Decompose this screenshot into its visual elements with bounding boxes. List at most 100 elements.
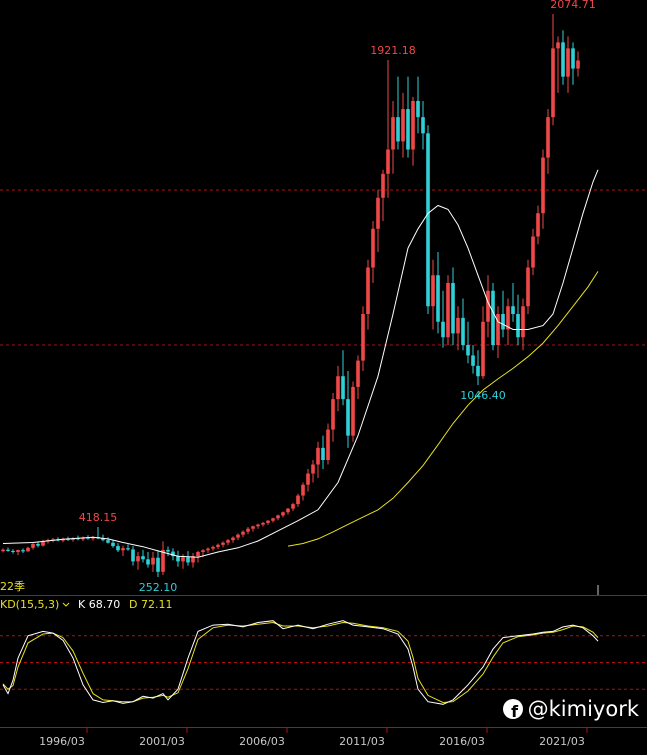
candle-body: [511, 306, 515, 314]
candle-body: [16, 550, 20, 552]
candle-body: [556, 42, 560, 49]
kd-label: KD(15,5,3): [0, 598, 59, 611]
candle-body: [381, 173, 385, 198]
candle-body: [391, 117, 395, 150]
candle-body: [171, 551, 175, 557]
candle-body: [371, 228, 375, 268]
candle-body: [466, 345, 470, 356]
candle-body: [176, 556, 180, 562]
candle-body: [576, 60, 580, 69]
candle-body: [291, 504, 295, 509]
candle-body: [501, 314, 505, 330]
candle-body: [101, 538, 105, 541]
candle-body: [281, 512, 285, 516]
candle-body: [86, 537, 90, 539]
candle-body: [401, 109, 405, 142]
candle-body: [296, 495, 300, 505]
candle-body: [196, 552, 200, 557]
candle-body: [136, 556, 140, 562]
candle-body: [516, 314, 520, 338]
candle-body: [366, 267, 370, 314]
candle-body: [221, 542, 225, 545]
candle-body: [276, 515, 280, 519]
candle-body: [526, 267, 530, 307]
candle-body: [491, 290, 495, 345]
candle-body: [231, 537, 235, 541]
candle-body: [41, 541, 45, 546]
candle-body: [496, 314, 500, 345]
candle-body: [141, 556, 145, 560]
kd-d-line: [2, 621, 599, 704]
candle-body: [431, 275, 435, 307]
x-tick-label: 1996/03: [39, 735, 85, 748]
candle-body: [436, 275, 440, 322]
watermark: f @kimiyork: [502, 697, 639, 721]
candle-body: [571, 48, 575, 69]
watermark-text: @kimiyork: [527, 697, 639, 721]
candle-body: [51, 539, 55, 541]
candle-body: [261, 522, 265, 525]
candle-body: [271, 518, 275, 521]
candle-body: [201, 550, 205, 552]
candle-body: [131, 549, 135, 562]
candle-body: [126, 548, 130, 550]
candle-body: [91, 536, 95, 539]
candle-body: [21, 550, 25, 552]
x-tick-label: 2021/03: [539, 735, 585, 748]
candle-body: [411, 100, 415, 150]
candle-body: [36, 543, 40, 546]
candle-body: [356, 360, 360, 387]
kd-k-line: [2, 620, 599, 705]
candle-body: [191, 556, 195, 563]
candle-body: [536, 213, 540, 237]
candle-body: [311, 464, 315, 474]
kd-d-value: D 72.11: [129, 598, 172, 611]
candle-body: [241, 531, 245, 535]
facebook-icon: f: [502, 699, 523, 719]
candle-body: [316, 447, 320, 465]
candle-body: [521, 306, 525, 338]
candle-body: [396, 117, 400, 142]
annotation-low-2: 1046.40: [460, 389, 506, 402]
candle-body: [426, 133, 430, 307]
candle-body: [111, 542, 115, 547]
candle-body: [346, 399, 350, 436]
candle-body: [336, 376, 340, 400]
candle-body: [246, 528, 250, 532]
candle-body: [386, 149, 390, 174]
candle-body: [441, 321, 445, 338]
candle-body: [451, 283, 455, 334]
x-tick-label: 2006/03: [239, 735, 285, 748]
candle-body: [236, 534, 240, 538]
candle-body: [76, 538, 80, 540]
annotation-low-1: 252.10: [139, 581, 178, 594]
candle-body: [11, 550, 15, 552]
candle-body: [116, 546, 120, 551]
candle-body: [566, 48, 570, 77]
candle-body: [166, 549, 170, 552]
x-tick-label: 2016/03: [439, 735, 485, 748]
candle-body: [106, 540, 110, 543]
candle-body: [481, 321, 485, 377]
candle-body: [341, 376, 345, 400]
candle-body: [121, 548, 125, 551]
period-label: 22季: [0, 580, 25, 593]
candle-body: [486, 290, 490, 322]
candle-body: [326, 429, 330, 460]
candle-body: [186, 557, 190, 563]
kd-dropdown-chevron-icon: [62, 602, 70, 607]
candle-body: [226, 540, 230, 543]
candle-body: [351, 386, 355, 436]
candle-body: [331, 399, 335, 430]
candle-body: [546, 117, 550, 158]
candle-body: [156, 557, 160, 572]
candle-body: [206, 548, 210, 551]
candle-body: [251, 526, 255, 529]
candle-body: [301, 484, 305, 496]
candle-body: [551, 48, 555, 118]
x-tick-label: 2011/03: [339, 735, 385, 748]
candle-body: [471, 355, 475, 366]
candle-body: [541, 157, 545, 214]
